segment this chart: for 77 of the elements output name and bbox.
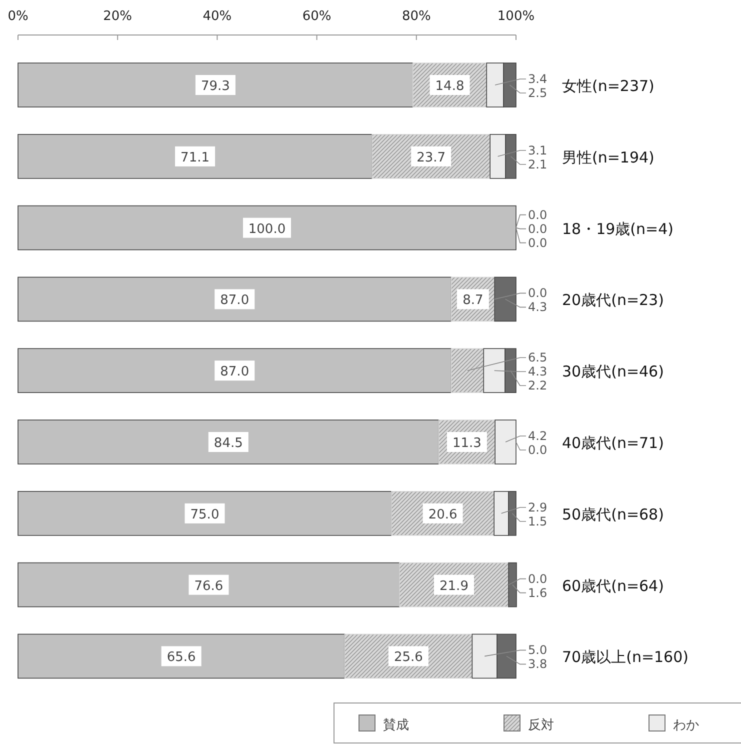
data-label: 0.0 bbox=[528, 572, 548, 586]
bar bbox=[503, 62, 516, 108]
data-label: 87.0 bbox=[220, 364, 250, 380]
data-label: 71.1 bbox=[180, 150, 210, 166]
data-label: 3.8 bbox=[528, 657, 548, 672]
data-label: 3.1 bbox=[528, 143, 548, 158]
data-label: 4.3 bbox=[528, 364, 548, 379]
data-label: 1.6 bbox=[528, 586, 548, 600]
data-label: 75.0 bbox=[190, 507, 220, 522]
data-label: 14.8 bbox=[435, 79, 464, 94]
bar bbox=[490, 134, 506, 179]
data-label: 0.0 bbox=[528, 208, 548, 222]
y-tick-label: 60歳代(n=64) bbox=[562, 576, 664, 595]
legend-label: 反対 bbox=[528, 717, 554, 733]
x-tick-label: 60% bbox=[302, 9, 332, 24]
data-label: 20.6 bbox=[428, 507, 458, 522]
bar bbox=[18, 420, 440, 464]
bar bbox=[18, 62, 414, 108]
data-label: 0.0 bbox=[528, 443, 548, 457]
data-label: 2.5 bbox=[528, 86, 548, 100]
bar bbox=[504, 348, 516, 393]
data-label: 25.6 bbox=[394, 650, 423, 666]
y-tick-label: 20歳代(n=23) bbox=[562, 291, 664, 310]
data-label: 6.5 bbox=[528, 350, 548, 365]
bar bbox=[508, 491, 516, 536]
data-label: 79.3 bbox=[200, 79, 230, 94]
data-label: 2.1 bbox=[528, 157, 548, 172]
bar bbox=[496, 634, 516, 679]
data-label: 0.0 bbox=[528, 236, 548, 250]
bar bbox=[18, 634, 346, 679]
y-tick-label: 30歳代(n=46) bbox=[562, 362, 664, 381]
data-label: 0.0 bbox=[528, 222, 548, 236]
legend-label: わか bbox=[673, 718, 699, 733]
data-label: 76.6 bbox=[194, 578, 224, 594]
data-label: 1.5 bbox=[528, 514, 548, 528]
data-label: 8.7 bbox=[462, 293, 484, 308]
x-tick-label: 80% bbox=[402, 9, 431, 24]
y-tick-label: 男性(n=194) bbox=[562, 148, 654, 166]
x-tick-label: 0% bbox=[8, 9, 28, 24]
data-label: 21.9 bbox=[440, 578, 468, 594]
y-tick-label: 女性(n=237) bbox=[562, 77, 654, 95]
data-label: 3.4 bbox=[528, 72, 548, 86]
data-label: 2.9 bbox=[528, 500, 548, 514]
data-label: 100.0 bbox=[248, 222, 286, 237]
x-tick-label: 20% bbox=[103, 9, 132, 24]
bar bbox=[505, 134, 516, 179]
data-label: 87.0 bbox=[220, 293, 250, 308]
y-tick-label: 70歳以上(n=160) bbox=[562, 648, 688, 666]
bar bbox=[472, 634, 498, 679]
data-label: 0.0 bbox=[528, 286, 548, 300]
bar bbox=[494, 491, 509, 536]
data-label: 84.5 bbox=[214, 436, 243, 451]
bar bbox=[18, 562, 400, 608]
data-label: 4.2 bbox=[528, 429, 548, 443]
y-tick-label: 50歳代(n=68) bbox=[562, 505, 664, 524]
bar bbox=[18, 276, 452, 322]
data-label: 2.2 bbox=[528, 378, 548, 393]
text: 賛成 bbox=[383, 718, 409, 733]
data-label: 4.3 bbox=[528, 300, 548, 314]
data-label: 11.3 bbox=[452, 436, 482, 451]
bar bbox=[18, 348, 452, 393]
data-label: 23.7 bbox=[416, 150, 446, 166]
y-tick-label: 40歳代(n=71) bbox=[562, 434, 664, 452]
y-tick-label: 18・19歳(n=4) bbox=[562, 220, 674, 238]
bar bbox=[18, 134, 372, 179]
bar bbox=[486, 62, 504, 108]
data-label: 5.0 bbox=[528, 643, 548, 658]
x-tick-label: 40% bbox=[202, 9, 232, 24]
bar bbox=[494, 420, 516, 464]
bar bbox=[450, 348, 484, 393]
data-label: 65.6 bbox=[166, 650, 196, 666]
bar bbox=[494, 276, 516, 322]
bar bbox=[18, 205, 516, 250]
bar bbox=[483, 348, 506, 393]
bar bbox=[508, 562, 517, 608]
x-tick-label: 100% bbox=[497, 9, 535, 24]
bar bbox=[18, 491, 392, 536]
